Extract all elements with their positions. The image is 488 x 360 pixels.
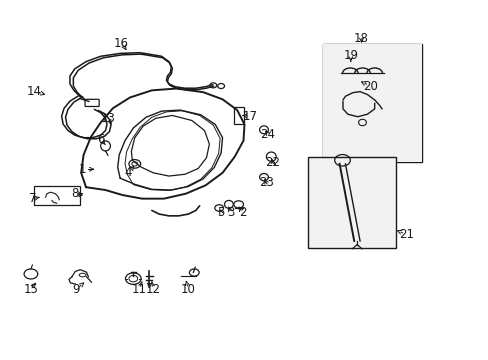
- Text: 10: 10: [181, 283, 196, 296]
- Text: 11: 11: [132, 283, 147, 296]
- Bar: [322, 44, 422, 162]
- Text: 14: 14: [26, 85, 41, 98]
- Bar: [34, 186, 80, 205]
- Text: 5: 5: [217, 207, 224, 220]
- Text: 22: 22: [264, 156, 280, 169]
- Text: 18: 18: [353, 32, 368, 45]
- Text: 20: 20: [362, 80, 377, 93]
- Text: 1: 1: [79, 163, 86, 176]
- Text: 19: 19: [343, 49, 358, 62]
- Text: 16: 16: [114, 36, 129, 50]
- Text: 15: 15: [23, 283, 38, 296]
- Text: 17: 17: [243, 110, 257, 123]
- Text: 4: 4: [124, 166, 132, 179]
- Text: 7: 7: [29, 192, 36, 205]
- Bar: [322, 44, 422, 162]
- Bar: [233, 107, 244, 125]
- Text: 9: 9: [72, 283, 80, 296]
- Text: 23: 23: [259, 176, 273, 189]
- Text: 12: 12: [145, 283, 160, 296]
- Text: 3: 3: [227, 207, 234, 220]
- Text: 8: 8: [71, 187, 79, 200]
- Text: 2: 2: [238, 207, 246, 220]
- Text: 21: 21: [398, 228, 413, 241]
- Text: 6: 6: [97, 133, 104, 146]
- Text: 24: 24: [260, 127, 275, 141]
- Text: 13: 13: [101, 112, 115, 125]
- Bar: [307, 157, 395, 248]
